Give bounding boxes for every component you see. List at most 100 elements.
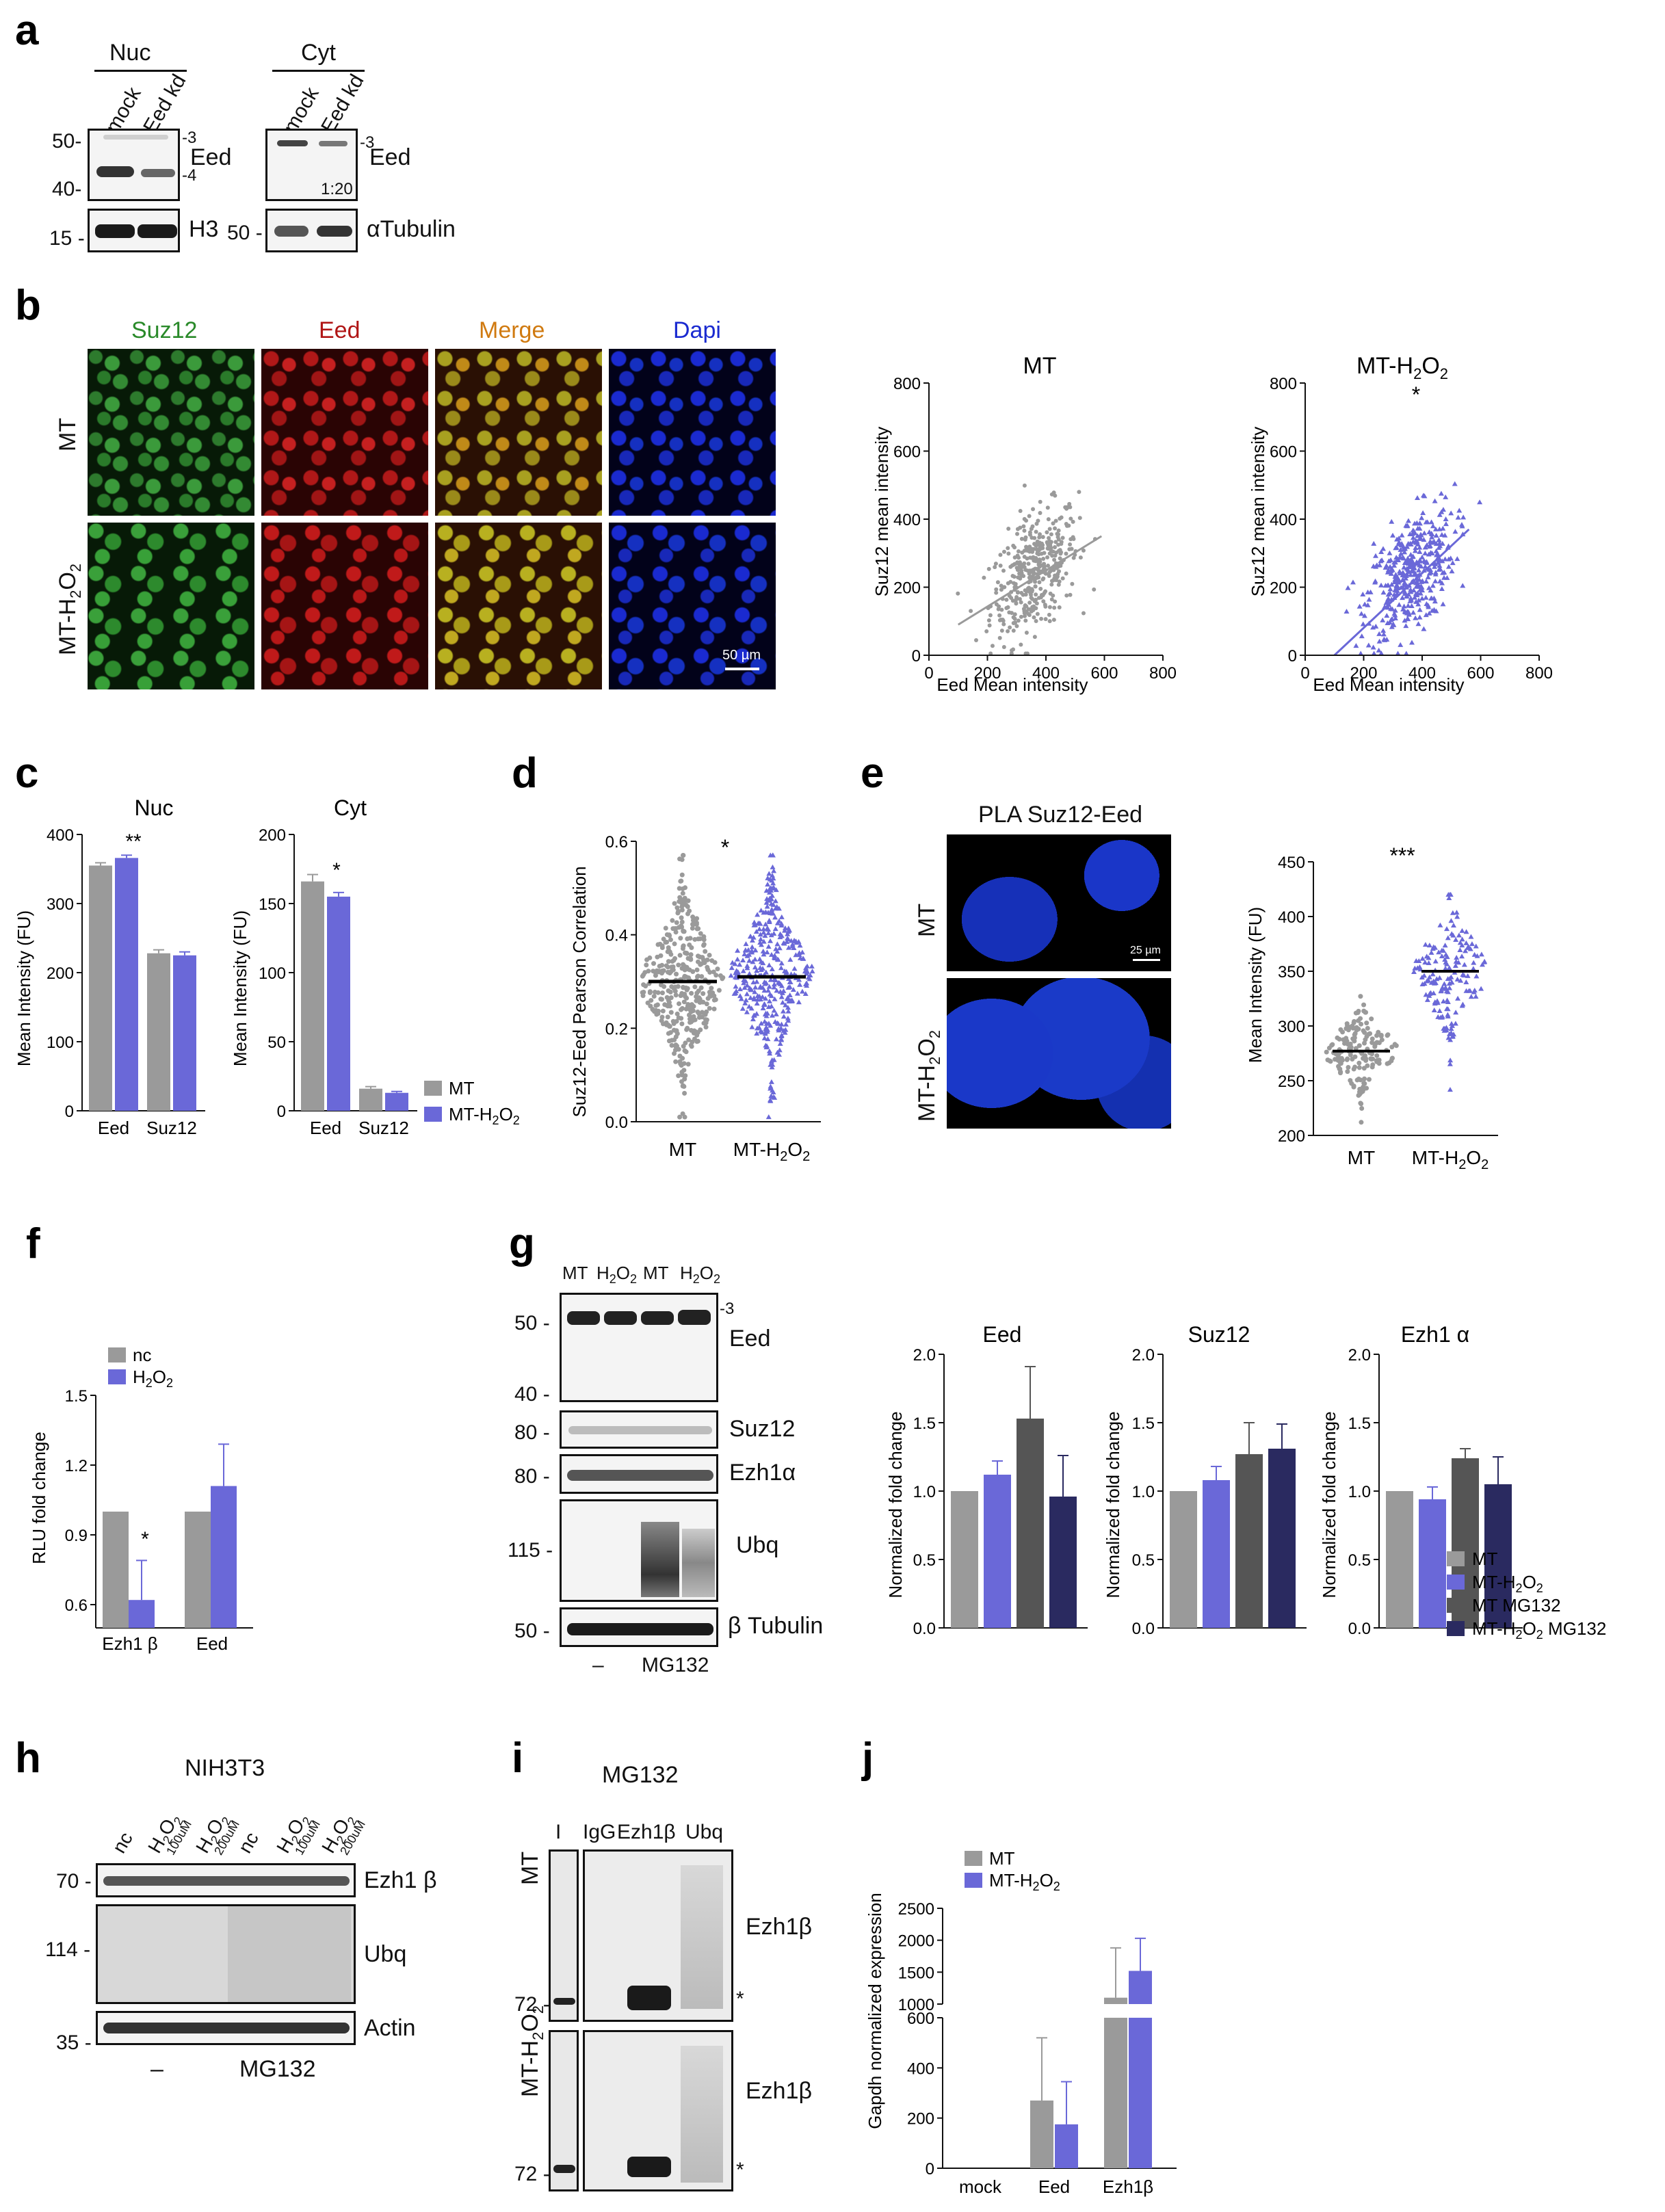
data-point [1454,910,1460,915]
y-tick-label: 1.5 [65,1387,88,1406]
data-point [1394,583,1400,588]
data-point [1047,612,1051,617]
data-point [1060,576,1065,581]
data-point [1429,531,1435,537]
data-point [1426,566,1432,572]
data-point [1362,1040,1367,1046]
y-tick-label: 0 [912,647,921,666]
data-point [802,981,809,986]
data-point [1032,635,1037,640]
data-point [797,943,803,948]
data-point [754,979,760,984]
data-point [692,984,698,990]
data-point [770,880,776,886]
data-point [1437,1008,1443,1014]
data-point [1382,583,1389,588]
data-point [1027,532,1032,537]
data-point [1361,1002,1367,1008]
data-point [1430,990,1437,996]
y-tick-label: 1.5 [913,1414,936,1433]
data-point [682,1090,687,1096]
data-point [1439,985,1445,990]
data-point [799,949,805,955]
data-point [775,957,781,962]
data-point [768,993,774,999]
bar [185,1512,211,1628]
scale-bar [725,668,759,670]
data-point [1345,1023,1350,1029]
e-scale-bar [1133,959,1160,961]
data-point [709,986,714,991]
data-point [692,936,698,942]
data-point [1473,994,1479,999]
data-point [661,984,667,989]
data-point [1078,555,1083,560]
x-category-label: Eed [310,1118,341,1138]
bar [359,1088,382,1111]
data-point [1398,642,1404,647]
data-point [679,915,684,921]
data-point [766,962,772,968]
data-point [679,1072,685,1078]
data-point [1022,528,1027,533]
data-point [1442,943,1448,948]
ratio-label: 1:20 [321,180,353,198]
data-point [1471,951,1478,957]
data-point [679,872,685,878]
data-point [1385,620,1391,625]
data-point [762,1031,768,1036]
data-point [780,1008,786,1014]
y-tick-label: 0.4 [605,927,628,945]
data-point [1013,620,1018,625]
data-point [679,919,685,925]
data-point [1396,568,1402,574]
y-tick-label: 400 [907,2059,934,2078]
j-legend-swatch-h2o2 [965,1873,982,1888]
y-tick-label: 600 [1270,443,1297,462]
band [103,2023,350,2033]
data-point [764,904,770,909]
g-label-ubq: Ubq [736,1532,779,1558]
data-point [1413,615,1419,620]
data-point [1081,548,1086,553]
mw-50-cyt: 50 - [227,222,263,244]
data-point [1437,563,1443,568]
bar [984,1475,1011,1628]
bar-top [1104,1997,1127,2004]
data-point [1387,564,1393,569]
data-point [773,1011,779,1016]
data-point [1461,962,1467,967]
data-point [712,960,718,965]
data-point [701,943,707,948]
data-point [685,1062,691,1067]
data-point [688,952,694,958]
data-point [804,963,811,969]
f-x-eed: Eed [196,1633,228,1654]
data-point [1046,572,1051,577]
data-point [785,925,791,931]
data-point [1396,578,1402,583]
data-point [1408,640,1415,645]
data-point [995,580,1000,585]
data-point [783,1002,789,1008]
h-lane-nc1: nc [108,1828,137,1857]
data-point [688,1042,694,1048]
data-point [1403,623,1409,629]
data-point [1415,590,1421,596]
data-point [701,937,707,943]
data-point [770,910,776,916]
data-point [666,988,671,994]
h-mg132: MG132 [239,2056,316,2082]
f-legend-swatch-nc [108,1347,126,1362]
data-point [1432,958,1439,964]
data-point [685,986,690,991]
data-point [1392,1042,1398,1047]
data-point [1410,554,1416,559]
data-point [689,1002,694,1008]
data-point [1369,1016,1374,1022]
i-blot-input-h2o2 [549,2030,579,2191]
data-point [1041,576,1046,581]
data-point [1047,619,1052,624]
data-point [1447,555,1454,561]
